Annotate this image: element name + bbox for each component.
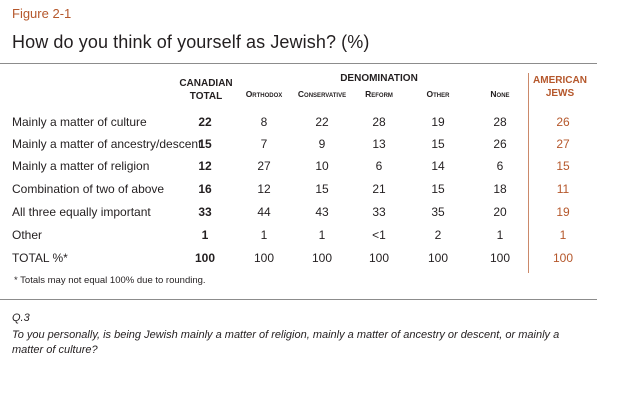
cell-canadian-total: 22 (198, 115, 212, 129)
row-label: Mainly a matter of religion (12, 159, 150, 173)
cell-reform: 6 (375, 159, 383, 173)
cell-orthodox: 44 (257, 205, 271, 219)
table-row: Mainly a matter of religion 12 27 10 6 14 6 15 (0, 159, 600, 181)
cell-other: 19 (431, 115, 445, 129)
header-canadian-total: Canadian Total (172, 77, 240, 103)
cell-reform: 100 (368, 251, 390, 265)
table-row: TOTAL %* 100 100 100 100 100 100 100 (0, 251, 600, 273)
cell-reform: <1 (372, 228, 386, 242)
figure-title: How do you think of yourself as Jewish? … (12, 32, 370, 52)
cell-orthodox: 7 (260, 137, 268, 151)
header-american-line1: American (533, 75, 587, 86)
cell-canadian-total: 100 (194, 251, 216, 265)
top-rule (0, 63, 597, 64)
cell-conservative: 22 (315, 115, 329, 129)
figure-label: Figure 2-1 (12, 6, 72, 21)
cell-none: 28 (493, 115, 507, 129)
header-canadian-line1: Canadian (179, 78, 233, 89)
row-label: TOTAL %* (12, 251, 68, 265)
header-american-jews: American Jews (520, 74, 600, 100)
cell-american-jews: 27 (556, 137, 570, 151)
header-denomination: Denomination (340, 73, 418, 84)
cell-none: 6 (496, 159, 504, 173)
cell-orthodox: 12 (257, 182, 271, 196)
table-row: Combination of two of above 16 12 15 21 15 18 1… (0, 182, 600, 204)
cell-none: 20 (493, 205, 507, 219)
cell-none: 1 (496, 228, 504, 242)
cell-reform: 28 (372, 115, 386, 129)
cell-conservative: 43 (315, 205, 329, 219)
row-label: Other (12, 228, 43, 242)
bottom-rule (0, 299, 597, 300)
cell-reform: 21 (372, 182, 386, 196)
cell-american-jews: 11 (556, 182, 570, 196)
header-american-line2: Jews (545, 88, 575, 99)
cell-reform: 13 (372, 137, 386, 151)
subheader-none: None (490, 89, 510, 99)
cell-conservative: 15 (315, 182, 329, 196)
cell-canadian-total: 12 (198, 159, 212, 173)
cell-conservative: 1 (318, 228, 326, 242)
row-label: All three equally important (12, 205, 151, 219)
cell-reform: 33 (372, 205, 386, 219)
subheader-orthodox: Orthodox (245, 89, 283, 99)
footnote: * Totals may not equal 100% due to round… (14, 275, 206, 286)
subheader-other: Other (426, 89, 450, 99)
row-label: Mainly a matter of ancestry/descent (12, 137, 202, 151)
cell-other: 100 (427, 251, 449, 265)
cell-canadian-total: 1 (201, 228, 209, 242)
cell-other: 14 (431, 159, 445, 173)
table-row: Mainly a matter of ancestry/descent 15 7 9 1… (0, 137, 600, 159)
cell-conservative: 10 (315, 159, 329, 173)
table-row: Mainly a matter of culture 22 8 22 28 19 28 26 (0, 115, 600, 137)
cell-orthodox: 100 (253, 251, 275, 265)
cell-conservative: 9 (318, 137, 326, 151)
cell-other: 15 (431, 137, 445, 151)
cell-american-jews: 26 (556, 115, 570, 129)
cell-canadian-total: 16 (198, 182, 212, 196)
cell-canadian-total: 33 (198, 205, 212, 219)
cell-none: 18 (493, 182, 507, 196)
cell-orthodox: 8 (260, 115, 268, 129)
subheader-reform: Reform (365, 89, 393, 99)
cell-american-jews: 1 (559, 228, 567, 242)
cell-none: 26 (493, 137, 507, 151)
row-label: Mainly a matter of culture (12, 115, 147, 129)
cell-canadian-total: 15 (198, 137, 212, 151)
cell-other: 2 (434, 228, 442, 242)
american-divider (528, 73, 529, 273)
cell-other: 35 (431, 205, 445, 219)
question-id: Q.3 (12, 312, 30, 324)
cell-none: 100 (489, 251, 511, 265)
cell-american-jews: 19 (556, 205, 570, 219)
question-text: To you personally, is being Jewish mainl… (12, 329, 560, 356)
table-row: All three equally important 33 44 43 33 35 20 1… (0, 205, 600, 227)
cell-orthodox: 1 (260, 228, 268, 242)
cell-other: 15 (431, 182, 445, 196)
table-row: Other 1 1 1 <1 2 1 1 (0, 228, 600, 250)
subheader-conservative: Conservative (297, 89, 347, 99)
cell-conservative: 100 (311, 251, 333, 265)
cell-american-jews: 100 (552, 251, 574, 265)
header-canadian-line2: Total (189, 91, 223, 102)
cell-american-jews: 15 (556, 159, 570, 173)
row-label: Combination of two of above (12, 182, 165, 196)
cell-orthodox: 27 (257, 159, 271, 173)
